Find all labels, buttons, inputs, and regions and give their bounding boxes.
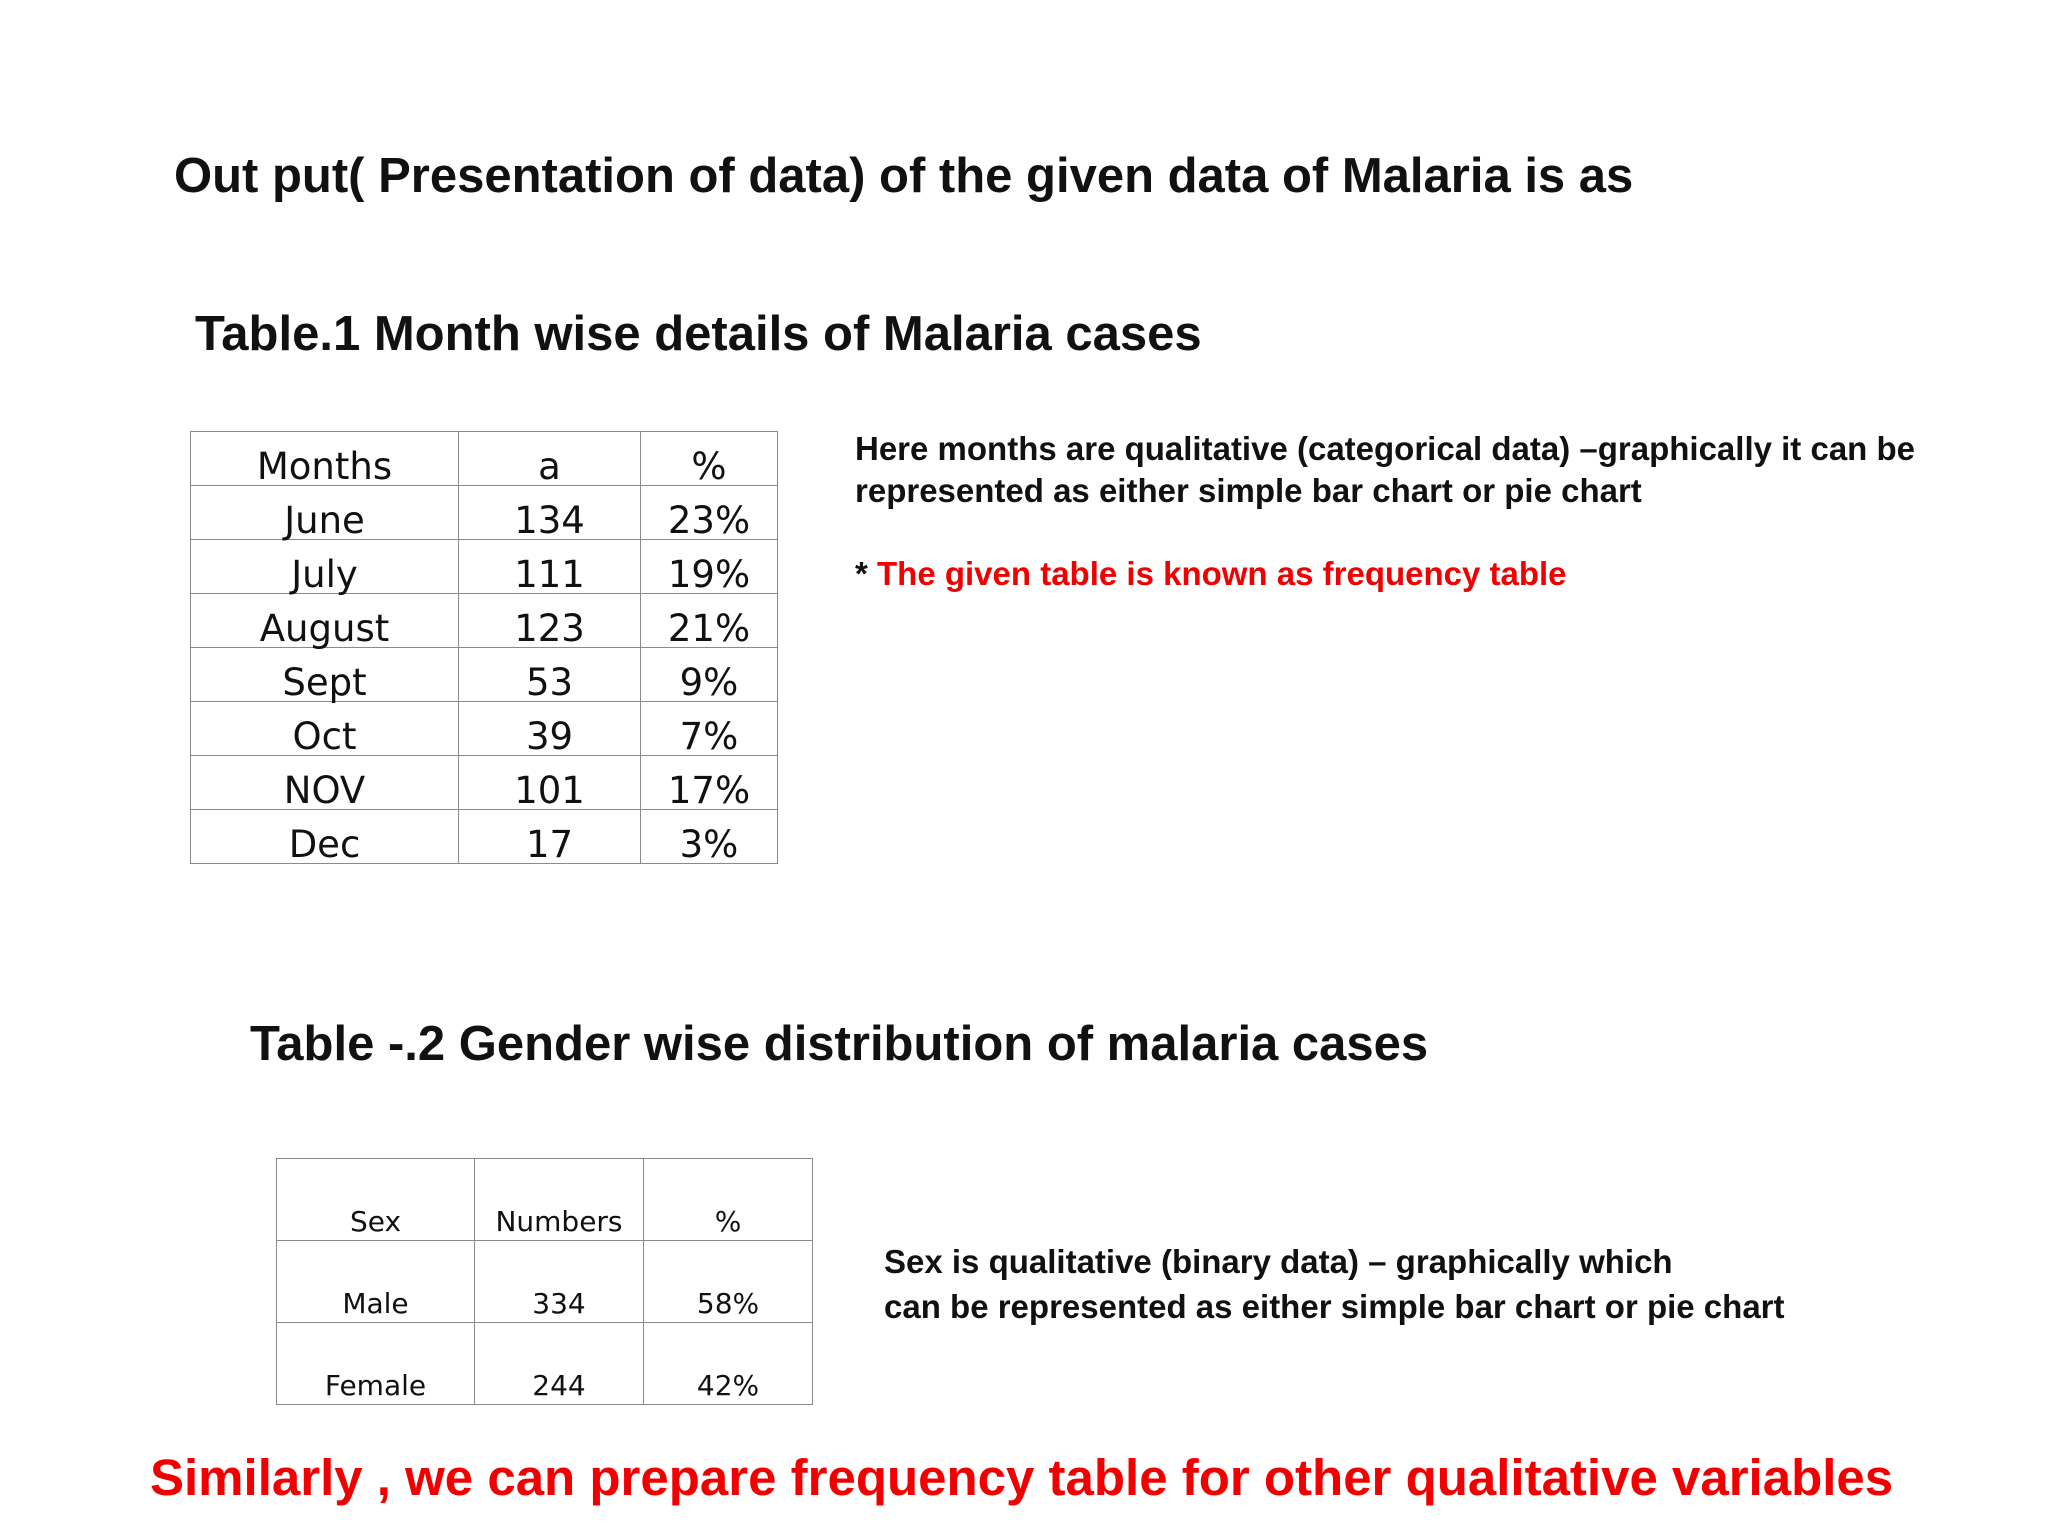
table-row: NOV 101 17% <box>190 755 778 810</box>
percent-cell: 17% <box>640 755 778 810</box>
table-row: August 123 21% <box>190 593 778 648</box>
header-cell: % <box>640 431 778 486</box>
count-cell: 17 <box>458 809 641 864</box>
month-cell: Dec <box>190 809 459 864</box>
table2-title: Table -.2 Gender wise distribution of ma… <box>250 1017 1429 1071</box>
table-header-row: Months a % <box>190 431 778 486</box>
sex-explanation-line2: can be represented as either simple bar … <box>884 1288 1785 1325</box>
percent-cell: 21% <box>640 593 778 648</box>
header-cell: % <box>643 1158 813 1241</box>
table-header-row: Sex Numbers % <box>276 1158 813 1241</box>
footer-note: Similarly , we can prepare frequency tab… <box>150 1449 1894 1506</box>
month-cell: Oct <box>190 701 459 756</box>
count-cell: 134 <box>458 485 641 540</box>
percent-cell: 19% <box>640 539 778 594</box>
count-cell: 244 <box>474 1322 644 1405</box>
page-title: Out put( Presentation of data) of the gi… <box>174 149 1634 203</box>
months-explanation-note: Here months are qualitative (categorical… <box>855 428 1915 512</box>
header-cell: Months <box>190 431 459 486</box>
header-cell: Sex <box>276 1158 475 1241</box>
count-cell: 53 <box>458 647 641 702</box>
percent-cell: 3% <box>640 809 778 864</box>
count-cell: 101 <box>458 755 641 810</box>
sex-cell: Female <box>276 1322 475 1405</box>
table-row: Oct 39 7% <box>190 701 778 756</box>
count-cell: 111 <box>458 539 641 594</box>
table-row: Female 244 42% <box>276 1322 813 1405</box>
percent-cell: 42% <box>643 1322 813 1405</box>
percent-cell: 23% <box>640 485 778 540</box>
bullet-star: * <box>855 555 878 592</box>
sex-cell: Male <box>276 1240 475 1323</box>
header-cell: Numbers <box>474 1158 644 1241</box>
table-row: Male 334 58% <box>276 1240 813 1323</box>
sex-explanation-line1: Sex is qualitative (binary data) – graph… <box>884 1243 1673 1280</box>
month-cell: August <box>190 593 459 648</box>
gender-frequency-table: Sex Numbers % Male 334 58% Female 244 42… <box>276 1158 813 1405</box>
note-line: represented as either simple bar chart o… <box>855 472 1642 509</box>
count-cell: 334 <box>474 1240 644 1323</box>
table-row: July 111 19% <box>190 539 778 594</box>
percent-cell: 58% <box>643 1240 813 1323</box>
frequency-table-note-text: The given table is known as frequency ta… <box>877 555 1567 592</box>
month-cell: Sept <box>190 647 459 702</box>
frequency-table-note: * The given table is known as frequency … <box>855 553 1567 595</box>
table1-title: Table.1 Month wise details of Malaria ca… <box>195 307 1202 361</box>
month-cell: June <box>190 485 459 540</box>
header-cell: a <box>458 431 641 486</box>
table-row: Dec 17 3% <box>190 809 778 864</box>
table-row: June 134 23% <box>190 485 778 540</box>
percent-cell: 9% <box>640 647 778 702</box>
month-frequency-table: Months a % June 134 23% July 111 19% Aug… <box>190 431 778 864</box>
percent-cell: 7% <box>640 701 778 756</box>
table-row: Sept 53 9% <box>190 647 778 702</box>
count-cell: 123 <box>458 593 641 648</box>
month-cell: July <box>190 539 459 594</box>
month-cell: NOV <box>190 755 459 810</box>
note-line: Here months are qualitative (categorical… <box>855 430 1916 467</box>
count-cell: 39 <box>458 701 641 756</box>
